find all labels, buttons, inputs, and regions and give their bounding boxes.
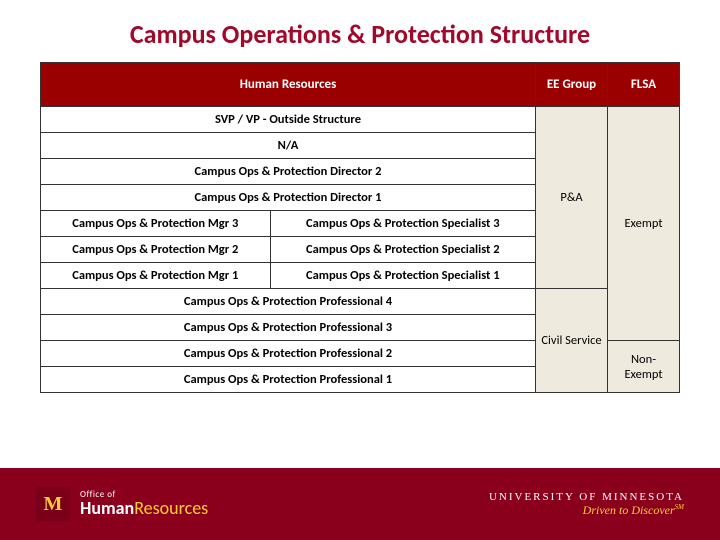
hr-cell: SVP / VP - Outside Structure <box>41 107 536 133</box>
hr-cell: Campus Ops & Protection Mgr 3 <box>41 211 271 237</box>
table-container: Human Resources EE Group FLSA SVP / VP -… <box>0 62 720 393</box>
table-header-row: Human Resources EE Group FLSA <box>41 63 680 107</box>
structure-table: Human Resources EE Group FLSA SVP / VP -… <box>40 62 680 393</box>
m-logo: M <box>36 487 70 521</box>
footer-left: M Office of HumanResources <box>0 468 360 540</box>
footer-right: UNIVERSITY OF MINNESOTA Driven to Discov… <box>360 468 720 540</box>
resources-label: Resources <box>134 497 208 519</box>
human-label: Human <box>80 497 134 519</box>
hr-cell: Campus Ops & Protection Mgr 1 <box>41 263 271 289</box>
table-row: SVP / VP - Outside StructureP&AExempt <box>41 107 680 133</box>
hr-cell: N/A <box>41 133 536 159</box>
hr-cell: Campus Ops & Protection Specialist 1 <box>270 263 535 289</box>
hr-cell: Campus Ops & Protection Professional 3 <box>41 315 536 341</box>
flsa-cell: Exempt <box>608 107 680 341</box>
hr-cell: Campus Ops & Protection Mgr 2 <box>41 237 271 263</box>
flsa-cell: Non-Exempt <box>608 341 680 393</box>
tagline: Driven to DiscoverSM <box>583 503 684 518</box>
footer-bar: M Office of HumanResources UNIVERSITY OF… <box>0 468 720 540</box>
hr-cell: Campus Ops & Protection Professional 1 <box>41 367 536 393</box>
hr-cell: Campus Ops & Protection Specialist 3 <box>270 211 535 237</box>
hr-cell: Campus Ops & Protection Professional 2 <box>41 341 536 367</box>
ee-group-cell: Civil Service <box>536 289 608 393</box>
table-body: SVP / VP - Outside StructureP&AExemptN/A… <box>41 107 680 393</box>
ee-group-cell: P&A <box>536 107 608 289</box>
page-title: Campus Operations & Protection Structure <box>0 0 720 62</box>
col-human-resources: Human Resources <box>41 63 536 107</box>
tagline-text: Driven to Discover <box>583 503 675 517</box>
ohr-wordmark: Office of HumanResources <box>80 490 208 518</box>
tagline-sm: SM <box>675 503 684 511</box>
hr-cell: Campus Ops & Protection Director 1 <box>41 185 536 211</box>
university-name: UNIVERSITY OF MINNESOTA <box>489 491 684 503</box>
col-flsa: FLSA <box>608 63 680 107</box>
col-ee-group: EE Group <box>536 63 608 107</box>
hr-cell: Campus Ops & Protection Professional 4 <box>41 289 536 315</box>
table-row: Campus Ops & Protection Professional 4Ci… <box>41 289 680 315</box>
hr-cell: Campus Ops & Protection Director 2 <box>41 159 536 185</box>
hr-cell: Campus Ops & Protection Specialist 2 <box>270 237 535 263</box>
